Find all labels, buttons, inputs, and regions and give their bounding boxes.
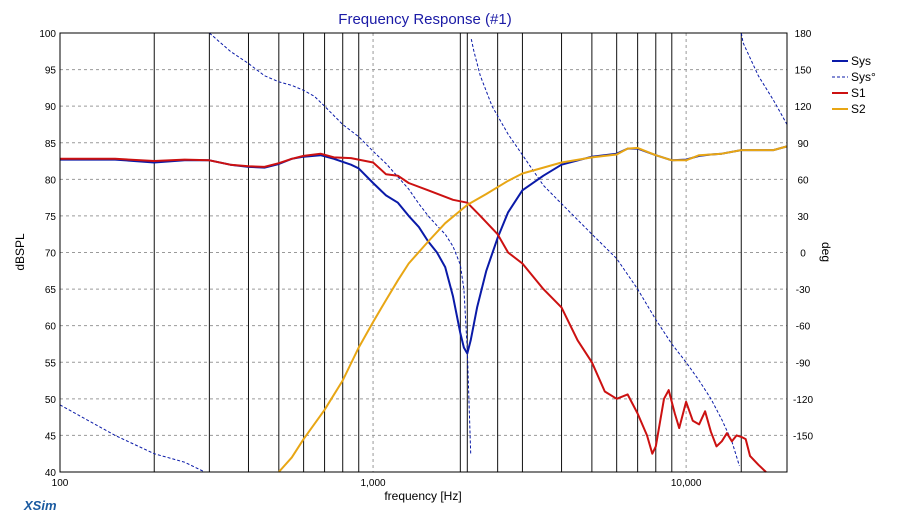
series-line-sys <box>60 145 788 355</box>
y-right-tick-label: 30 <box>797 212 809 223</box>
y-right-tick-label: 0 <box>800 249 806 260</box>
y-tick-label: 65 <box>45 285 57 296</box>
legend-label: S2 <box>851 102 866 116</box>
y-right-tick-label: -120 <box>793 395 813 406</box>
y-tick-label: 75 <box>45 212 57 223</box>
y-tick-label: 95 <box>45 66 57 77</box>
vertical-markers <box>153 33 742 472</box>
y-right-tick-label: -150 <box>793 431 813 442</box>
legend-label: Sys <box>851 54 871 68</box>
x-tick-label: 100 <box>52 478 69 489</box>
y-axis-label-right: deg <box>819 242 833 262</box>
y-right-tick-label: 180 <box>795 29 812 40</box>
y-right-tick-label: -90 <box>796 358 811 369</box>
legend: Sys Sys° S1 S2 <box>832 54 876 116</box>
x-tick-label: 10,000 <box>671 478 702 489</box>
series-line-sys-phase <box>209 32 472 454</box>
y-tick-label: 80 <box>45 175 57 186</box>
series-line-sys-phase <box>740 32 788 125</box>
y-tick-label: 50 <box>45 395 57 406</box>
x-tick-label: 1,000 <box>361 478 386 489</box>
x-axis-label: frequency [Hz] <box>384 489 461 503</box>
y-right-tick-label: 60 <box>797 175 809 186</box>
y-right-tick-label: -60 <box>796 322 811 333</box>
y-tick-label: 45 <box>45 431 57 442</box>
y-tick-label: 55 <box>45 358 57 369</box>
y-tick-label: 85 <box>45 139 57 150</box>
y-tick-label: 90 <box>45 102 57 113</box>
series-line-s2 <box>278 145 788 473</box>
y-tick-label: 70 <box>45 249 57 260</box>
y-right-tick-label: 90 <box>797 139 809 150</box>
series-line-s1 <box>60 152 767 473</box>
series-group <box>59 32 788 473</box>
xsim-brand-label: XSim <box>23 498 57 513</box>
plot-frame <box>59 32 788 473</box>
series-line-sys-phase <box>59 404 206 473</box>
series-line-sys-phase <box>470 38 740 467</box>
legend-label: Sys° <box>851 70 876 84</box>
y-right-tick-label: 150 <box>795 66 812 77</box>
y-tick-label: 40 <box>45 468 57 479</box>
grid <box>59 32 787 473</box>
chart-title: Frequency Response (#1) <box>338 11 511 28</box>
y-right-tick-label: -30 <box>796 285 811 296</box>
y-tick-label: 100 <box>39 29 56 40</box>
tick-labels: 40 45 50 55 60 65 70 75 80 85 90 95 100 180 150 120 90 60… <box>39 29 813 489</box>
y-tick-label: 60 <box>45 322 57 333</box>
legend-label: S1 <box>851 86 866 100</box>
y-axis-label: dBSPL <box>13 233 27 271</box>
y-right-tick-label: 120 <box>795 102 812 113</box>
